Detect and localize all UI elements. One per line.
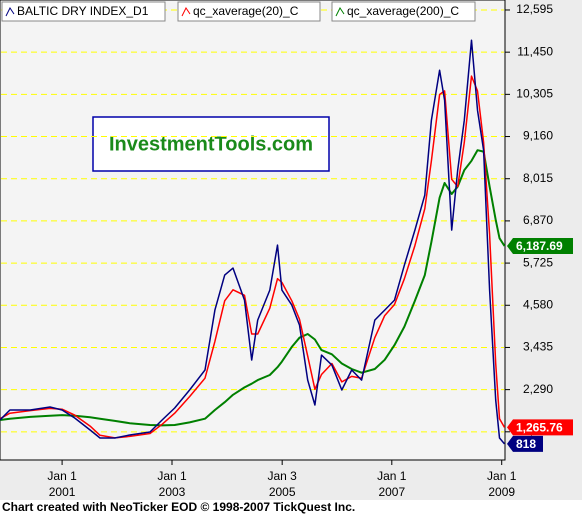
last-value-label: 818 — [516, 437, 536, 451]
y-tick-label: 3,435 — [523, 340, 553, 354]
plot-area — [0, 0, 506, 461]
x-tick-label: Jan 3 — [267, 469, 297, 483]
y-tick-label: 5,725 — [523, 255, 553, 269]
y-tick-label: 8,015 — [523, 171, 553, 185]
last-value-box — [507, 419, 573, 436]
last-value-box — [507, 238, 573, 255]
legend-label: BALTIC DRY INDEX_D1 — [17, 4, 149, 18]
legend-icon — [181, 7, 191, 17]
y-tick-label: 6,870 — [523, 213, 553, 227]
y-tick-label: 12,595 — [516, 2, 553, 16]
last-value-label: 1,265.76 — [516, 421, 563, 435]
x-tick-year: 2001 — [49, 485, 76, 499]
x-tick-label: Jan 1 — [157, 469, 187, 483]
legend-box — [331, 1, 476, 22]
x-tick-label: Jan 1 — [47, 469, 77, 483]
legend-icon — [335, 7, 345, 17]
x-tick-label: Jan 1 — [487, 469, 517, 483]
x-tick-year: 2009 — [488, 485, 515, 499]
legend-box — [177, 1, 321, 22]
y-tick-label: 11,450 — [517, 44, 553, 58]
y-tick-label: 2,290 — [523, 382, 553, 396]
last-value-label: 6,187.69 — [516, 239, 563, 253]
watermark-box — [92, 116, 330, 172]
last-value-box — [507, 435, 543, 452]
footer: Chart created with NeoTicker EOD © 1998-… — [2, 500, 355, 514]
y-tick-label: 9,160 — [523, 129, 553, 143]
x-tick-year: 2007 — [378, 485, 405, 499]
legend-box — [1, 1, 166, 22]
legend-label: qc_xaverage(20)_C — [193, 4, 299, 18]
series-line — [0, 39, 506, 445]
y-tick-label: 4,580 — [523, 297, 553, 311]
watermark: InvestmentTools.com — [109, 133, 313, 155]
x-tick-label: Jan 1 — [377, 469, 407, 483]
y-tick-label: 10,305 — [516, 87, 553, 101]
legend-icon — [5, 7, 15, 17]
legend-label: qc_xaverage(200)_C — [347, 4, 459, 18]
x-tick-year: 2005 — [269, 485, 296, 499]
x-tick-year: 2003 — [159, 485, 186, 499]
